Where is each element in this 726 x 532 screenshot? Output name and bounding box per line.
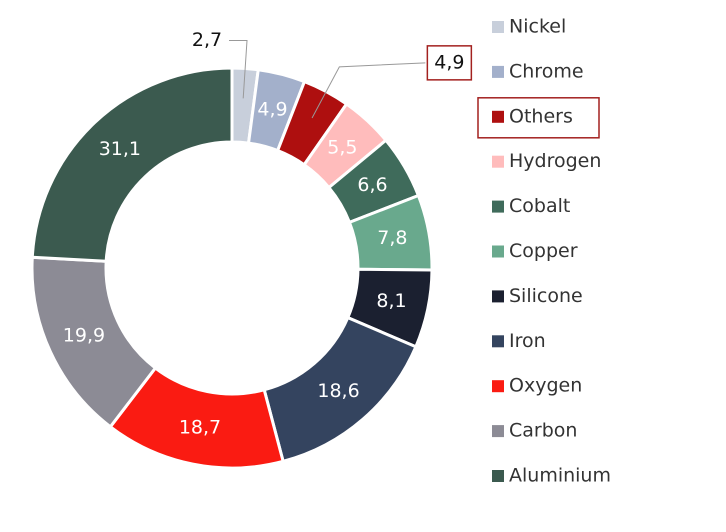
legend-label: Carbon: [509, 420, 577, 442]
highlight-box: [477, 97, 600, 139]
value-label: 18,6: [317, 380, 359, 402]
value-label: 19,9: [63, 325, 105, 347]
value-label: 7,8: [377, 227, 407, 249]
legend-swatch: [492, 245, 504, 258]
value-label: 31,1: [99, 138, 141, 160]
legend-label: Others: [509, 105, 573, 127]
legend-label: Chrome: [509, 60, 584, 82]
legend-label: Iron: [509, 330, 546, 352]
legend-label: Aluminium: [509, 465, 611, 487]
legend-swatch: [492, 21, 504, 33]
legend-swatch: [492, 425, 504, 438]
legend-swatch: [492, 335, 504, 348]
legend-swatch: [492, 110, 504, 123]
legend-label: Oxygen: [509, 375, 582, 397]
value-label: 4,9: [257, 99, 287, 121]
legend-swatch: [492, 290, 504, 303]
value-label: 8,1: [376, 290, 406, 312]
legend-swatch: [492, 470, 504, 482]
legend-label: Hydrogen: [509, 150, 601, 172]
legend-swatch: [492, 65, 504, 78]
value-label: 18,7: [179, 416, 221, 438]
legend-swatch: [492, 200, 504, 213]
legend-swatch: [492, 155, 504, 168]
legend-label: Copper: [509, 240, 578, 262]
leader-line: [311, 62, 426, 119]
legend-swatch: [492, 380, 504, 393]
value-label: 2,7: [192, 29, 222, 51]
value-label: 5,5: [327, 137, 357, 159]
legend-label: Cobalt: [509, 195, 570, 217]
legend-label: Nickel: [509, 16, 566, 38]
leader-line: [229, 39, 248, 99]
highlight-box: [426, 45, 473, 81]
slice: [30, 66, 234, 263]
value-label: 6,6: [357, 174, 387, 196]
value-label: 4,9: [434, 51, 464, 73]
legend-label: Silicone: [509, 285, 583, 307]
